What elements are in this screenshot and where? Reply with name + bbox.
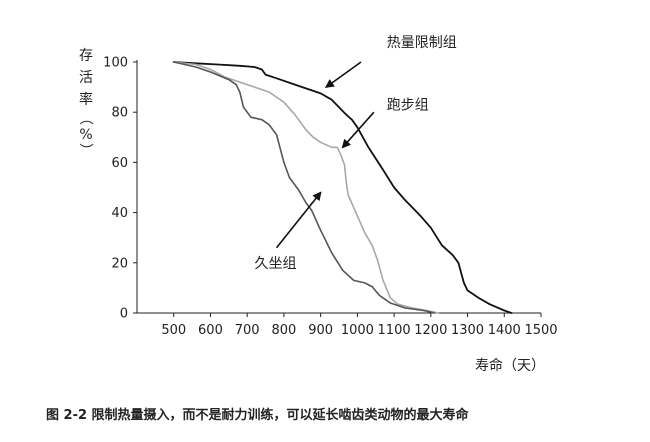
series-line-1 xyxy=(172,61,439,314)
annotation-arrow-2 xyxy=(275,191,322,249)
y-tick-label: 60 xyxy=(111,156,128,171)
x-tick-label: 1100 xyxy=(378,323,411,338)
annotation-label-1: 跑步组 xyxy=(387,98,429,114)
x-tick-label: 1000 xyxy=(341,323,374,338)
x-axis-label: 寿命（天） xyxy=(475,357,545,374)
series-line-0 xyxy=(172,61,513,314)
x-tick-label: 700 xyxy=(235,323,260,338)
y-tick-label: 20 xyxy=(111,256,128,271)
series-lines xyxy=(172,61,513,314)
y-tick-label: 80 xyxy=(111,106,128,121)
y-axis-label-char: 存 xyxy=(79,48,93,64)
annotation-label-0: 热量限制组 xyxy=(387,35,457,51)
annotation-arrow-1 xyxy=(341,111,375,149)
x-tick-label: 800 xyxy=(271,323,296,338)
y-axis-label-char: ） xyxy=(77,143,93,157)
caption: 图 2-2 限制热量摄入，而不是耐力训练，可以延长啮齿类动物的最大寿命 xyxy=(46,407,470,423)
axes: 500 600 700 800 900 1000 1100 1200 1300 1400 1500 0… xyxy=(77,48,558,374)
series-line-2 xyxy=(172,61,436,314)
x-tick-label: 500 xyxy=(161,323,186,338)
x-tick-label: 1300 xyxy=(451,323,484,338)
y-axis-label-char: 活 xyxy=(79,70,93,86)
x-tick-label: 600 xyxy=(198,323,223,338)
y-tick-label: 40 xyxy=(111,206,128,221)
annotation-arrow-0 xyxy=(324,61,362,88)
x-tick-label: 900 xyxy=(308,323,333,338)
y-axis-label-char: % xyxy=(79,127,92,143)
y-axis-label-char: （ xyxy=(77,111,93,125)
x-tick-label: 1500 xyxy=(524,323,557,338)
y-tick-label: 100 xyxy=(103,56,128,71)
x-tick-label: 1400 xyxy=(488,323,521,338)
y-axis-label: 存活率 （%） xyxy=(77,48,93,157)
y-tick-label: 0 xyxy=(120,307,128,322)
x-tick-label: 1200 xyxy=(414,323,447,338)
y-axis-label-char: 率 xyxy=(79,91,93,108)
annotation-label-2: 久坐组 xyxy=(255,256,297,272)
